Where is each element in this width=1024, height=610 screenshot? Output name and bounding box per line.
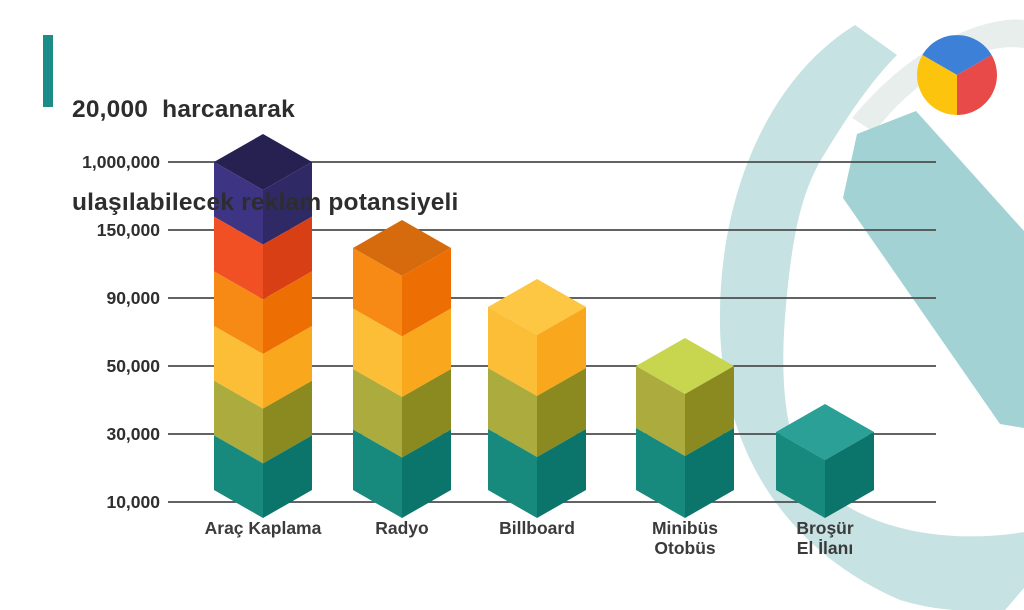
cube-right-face [263, 435, 312, 518]
chart-title-line2: ulaşılabilecek reklam potansiyeli [72, 189, 459, 216]
cube-left-face [776, 432, 825, 518]
cube-right-face [402, 248, 451, 337]
y-tick-label: 1,000,000 [82, 152, 160, 172]
y-tick-label: 150,000 [97, 220, 161, 240]
cube-right-face [825, 432, 874, 518]
chart-title-line1: 20,000 harcanarak [72, 96, 295, 123]
cube-right-face [263, 326, 312, 409]
pie-slice-yellow [917, 55, 957, 115]
cube-right-face [263, 216, 312, 300]
pie-slice-red [957, 55, 997, 115]
chart-title: 20,000 harcanarak ulaşılabilecek reklam … [72, 32, 459, 280]
y-tick-label: 90,000 [106, 288, 160, 308]
category-label: Broşür [796, 518, 854, 538]
cube-left-face [214, 326, 263, 409]
cube-left-face [353, 429, 402, 518]
cube-left-face [636, 366, 685, 456]
y-tick-label: 30,000 [106, 424, 160, 444]
category-label: Billboard [499, 518, 575, 538]
category-label: El İlanı [797, 538, 853, 558]
bar-2 [353, 220, 451, 518]
cube-left-face [214, 435, 263, 518]
cube-left-face [488, 307, 537, 396]
category-label: Radyo [375, 518, 428, 538]
cube-left-face [353, 369, 402, 458]
pie-slice-blue [922, 35, 992, 75]
title-accent-bar [43, 35, 53, 107]
cube-left-face [353, 248, 402, 337]
diagonal-band-swoosh [843, 111, 1024, 428]
bar-1 [214, 134, 312, 518]
cube-left-face [214, 271, 263, 354]
category-label: Araç Kaplama [205, 518, 322, 538]
cube-right-face [402, 308, 451, 397]
category-label: Minibüs [652, 518, 718, 538]
category-label: Otobüs [654, 538, 716, 558]
cube-right-face [263, 271, 312, 354]
bar-4 [636, 338, 734, 518]
bar-3 [488, 279, 586, 518]
cube-right-face [402, 429, 451, 518]
cube-left-face [214, 216, 263, 300]
cube-left-face [636, 428, 685, 518]
cube-right-face [685, 428, 734, 518]
cube-left-face [353, 308, 402, 397]
title-block: 20,000 harcanarak ulaşılabilecek reklam … [43, 32, 459, 280]
cube-left-face [214, 162, 263, 245]
cube-right-face [402, 369, 451, 458]
cube-right-face [263, 162, 312, 245]
cube-right-face [537, 368, 586, 457]
cube-right-face [263, 380, 312, 464]
cube-left-face [214, 380, 263, 464]
y-tick-label: 10,000 [106, 492, 160, 512]
cube-right-face [537, 307, 586, 396]
bar-5 [776, 404, 874, 518]
cube-right-face [685, 366, 734, 456]
pie-chart-logo-icon [917, 35, 997, 115]
y-tick-label: 50,000 [106, 356, 160, 376]
cube-left-face [488, 429, 537, 518]
cube-left-face [488, 368, 537, 457]
cube-right-face [537, 429, 586, 518]
